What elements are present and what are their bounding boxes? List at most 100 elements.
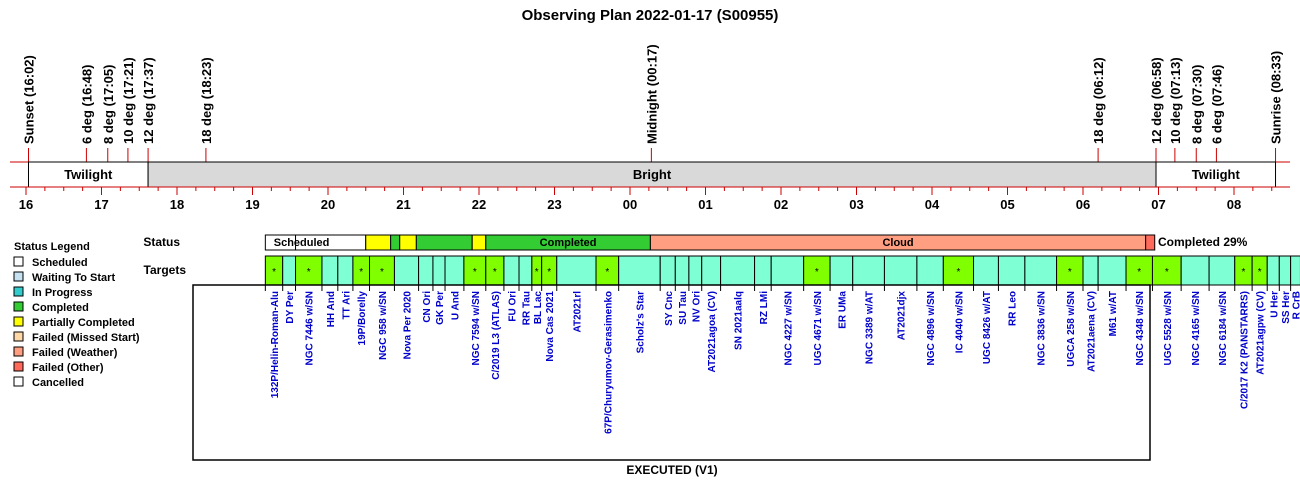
target-name: U And (450, 291, 461, 320)
targets-row-label: Targets (144, 263, 187, 277)
legend-item-label: Failed (Missed Start) (32, 332, 140, 344)
event-label: 8 deg (07:30) (1189, 65, 1204, 144)
target-name: AT2021agoa (CV) (707, 291, 718, 373)
target-name: U Her (1269, 291, 1280, 318)
target-block (883, 255, 918, 286)
target-block (973, 255, 999, 286)
legend-item-label: Failed (Weather) (32, 347, 118, 359)
target-name: NGC 4348 w/SN (1135, 291, 1146, 365)
target-block (1024, 255, 1058, 286)
target-block (1208, 255, 1236, 286)
target-block (432, 255, 446, 286)
target-name: R CrB (1292, 291, 1300, 319)
target-name: 19P/Borelly (357, 291, 368, 346)
axis-tick-label: 07 (1151, 197, 1165, 212)
legend-swatch (13, 361, 24, 372)
axis-tick-label: 00 (623, 197, 637, 212)
target-flag: * (605, 267, 609, 278)
target-flag: * (307, 267, 311, 278)
target-flag: * (815, 267, 819, 278)
chart-footer: EXECUTED (V1) (626, 463, 717, 477)
target-name: FU Ori (507, 291, 518, 322)
target-flag: * (473, 267, 477, 278)
legend-swatch (13, 346, 24, 357)
target-name: NGC 6184 w/SN (1218, 291, 1229, 365)
target-name: AT2021aena (CV) (1087, 291, 1098, 372)
target-block (518, 255, 533, 286)
axis-tick-label: 08 (1227, 197, 1241, 212)
sky-bands: Twilight Bright Twilight (10, 161, 1290, 188)
target-block (618, 255, 661, 286)
legend-swatch (13, 271, 24, 282)
axis-tick-label: 16 (19, 197, 33, 212)
target-flag: * (547, 267, 551, 278)
target-block (720, 255, 756, 286)
target-block (295, 255, 323, 286)
status-label: Cloud (882, 237, 913, 249)
legend-item-label: Failed (Other) (32, 362, 104, 374)
target-name: SY Cnc (664, 291, 675, 326)
status-segment (415, 234, 473, 251)
target-name: NGC 3389 w/AT (865, 291, 876, 364)
axis-tick-label: 21 (396, 197, 410, 212)
target-block (1151, 255, 1182, 286)
event-label: 8 deg (17:05) (101, 65, 116, 144)
target-name: HH And (326, 291, 337, 327)
event-label: 12 deg (06:58) (1149, 57, 1164, 144)
legend-item-label: Completed (32, 302, 89, 314)
target-block (393, 255, 420, 286)
event-label: 18 deg (18:23) (199, 57, 214, 144)
target-block (829, 255, 854, 286)
chart-title: Observing Plan 2022-01-17 (S00955) (522, 7, 779, 24)
sky-band (1155, 161, 1277, 188)
event-label: 12 deg (17:37) (141, 57, 156, 144)
target-name: BL Lac (533, 291, 544, 325)
target-flag: * (272, 267, 276, 278)
target-block (688, 255, 703, 286)
target-name: M61 w/AT (1108, 291, 1119, 336)
target-flag: * (380, 267, 384, 278)
event-label: 6 deg (07:46) (1209, 65, 1224, 144)
axis-tick-label: 06 (1076, 197, 1090, 212)
target-name: RZ LMi (759, 291, 770, 325)
target-name: C/2019 L3 (ATLAS) (491, 291, 502, 380)
targets-frame (192, 284, 1151, 461)
target-block (754, 255, 772, 286)
target-block (852, 255, 885, 286)
target-block (997, 255, 1026, 286)
target-name: IC 4040 w/SN (954, 291, 965, 353)
target-flag: * (1165, 267, 1169, 278)
target-flag: * (535, 267, 539, 278)
status-row-label: Status (143, 235, 180, 249)
status-segment (1145, 234, 1156, 251)
event-label: Sunset (16:02) (21, 55, 36, 144)
axis-tick-label: 01 (698, 197, 712, 212)
target-block (1180, 255, 1210, 286)
legend-item-label: In Progress (32, 287, 93, 299)
status-segment (399, 234, 417, 251)
target-flag: * (956, 267, 960, 278)
event-label: 10 deg (07:13) (1168, 57, 1183, 144)
target-flag: * (359, 267, 363, 278)
target-block (770, 255, 805, 286)
target-block (321, 255, 339, 286)
axis-tick-label: 19 (245, 197, 259, 212)
status-label: Completed (540, 237, 597, 249)
sky-band-label: Twilight (64, 167, 113, 182)
legend-item-label: Partially Completed (32, 317, 135, 329)
target-name: NGC 3836 w/SN (1037, 291, 1048, 365)
status-row: Scheduled Completed Cloud (264, 234, 1156, 251)
targets-row: * 132P/Helin-Roman-Alu DY Per * NGC 7446 w/S… (264, 255, 1300, 434)
target-name: NGC 4896 w/SN (926, 291, 937, 365)
target-block (418, 255, 434, 286)
target-name: SS Her (1281, 291, 1292, 324)
target-flag: * (1137, 267, 1141, 278)
target-name: NGC 958 w/SN (378, 291, 389, 360)
status-segment (471, 234, 487, 251)
target-block (659, 255, 676, 286)
target-block (803, 255, 831, 286)
event-markers: Sunset (16:02) 6 deg (16:48) 8 deg (17:05)… (21, 44, 1284, 162)
axis-tick-label: 20 (321, 197, 335, 212)
legend-swatch (13, 286, 24, 297)
target-name: TT Ari (341, 291, 352, 320)
